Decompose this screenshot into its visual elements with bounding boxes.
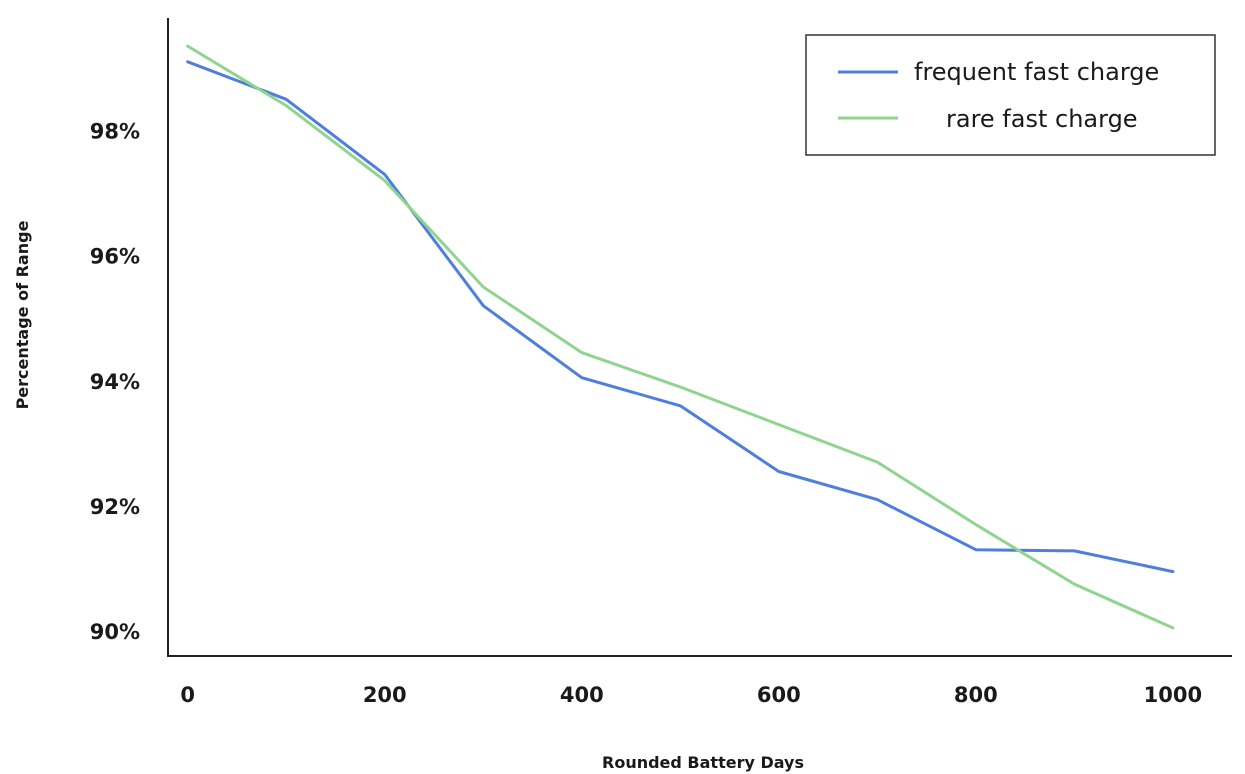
x-tick-label: 0	[180, 683, 195, 707]
series-line-frequent-fast-charge	[186, 60, 1175, 574]
x-tick-label: 800	[954, 683, 998, 707]
x-tick-label: 1000	[1144, 683, 1202, 707]
series-lines	[186, 44, 1175, 630]
y-tick-label: 94%	[90, 370, 140, 394]
y-tick-label: 90%	[90, 620, 140, 644]
x-tick-labels: 0 200 400 600 800 1000	[180, 683, 1202, 707]
y-tick-label: 92%	[90, 495, 140, 519]
x-tick-label: 400	[560, 683, 604, 707]
legend-box	[805, 34, 1216, 156]
x-tick-label: 200	[363, 683, 407, 707]
x-axis-title: Rounded Battery Days	[602, 753, 804, 772]
y-axis-title: Percentage of Range	[13, 220, 32, 409]
y-tick-labels: 90% 92% 94% 96% 98%	[90, 120, 140, 644]
legend-label-rare-fast-charge: rare fast charge	[946, 105, 1138, 133]
y-tick-label: 98%	[90, 120, 140, 144]
legend-label-frequent-fast-charge: frequent fast charge	[914, 58, 1159, 86]
legend: frequent fast charge rare fast charge	[805, 34, 1216, 156]
y-tick-label: 96%	[90, 245, 140, 269]
x-tick-label: 600	[757, 683, 801, 707]
series-line-rare-fast-charge	[186, 44, 1175, 630]
axes	[167, 18, 1232, 657]
